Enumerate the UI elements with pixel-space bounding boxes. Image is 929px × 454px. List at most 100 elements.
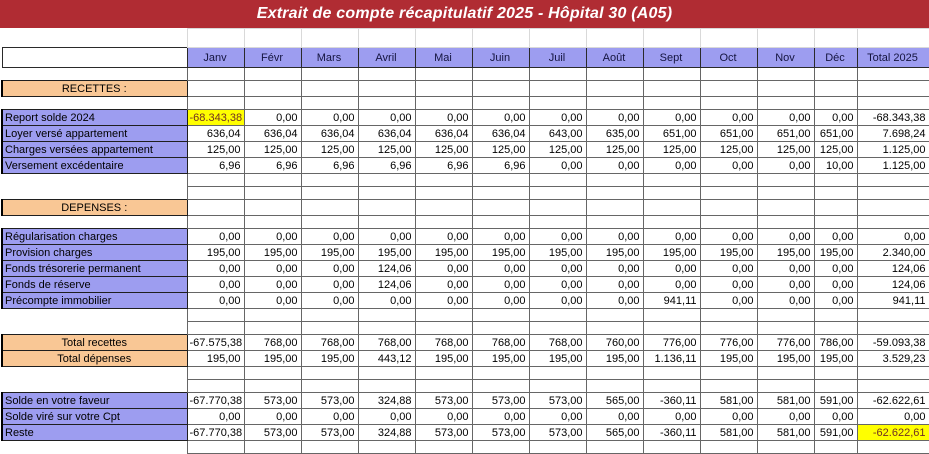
empty-cell[interactable] xyxy=(856,308,929,322)
empty-cell[interactable] xyxy=(471,67,530,81)
value-cell[interactable]: 0,00 xyxy=(243,260,302,277)
value-cell[interactable]: 573,00 xyxy=(414,424,473,441)
empty-cell[interactable] xyxy=(243,215,302,229)
empty-cell[interactable] xyxy=(243,321,302,335)
empty-cell[interactable] xyxy=(756,308,815,322)
value-cell[interactable]: 0,00 xyxy=(756,109,815,126)
empty-cell[interactable] xyxy=(642,440,701,454)
empty-cell[interactable] xyxy=(357,215,416,229)
empty-cell[interactable] xyxy=(642,379,701,393)
empty-cell[interactable] xyxy=(243,379,302,393)
empty-cell[interactable] xyxy=(585,321,644,335)
empty-cell[interactable] xyxy=(300,28,359,48)
value-cell[interactable]: 0,00 xyxy=(699,260,758,277)
value-cell[interactable]: 324,88 xyxy=(357,392,416,409)
value-cell[interactable]: 0,00 xyxy=(471,228,530,245)
value-cell[interactable]: -68.343,38 xyxy=(186,109,245,126)
value-cell[interactable]: 581,00 xyxy=(756,392,815,409)
empty-cell[interactable] xyxy=(756,186,815,200)
column-header-sept[interactable]: Sept xyxy=(642,47,701,68)
column-header-janv[interactable]: Janv xyxy=(186,47,245,68)
empty-cell[interactable] xyxy=(585,440,644,454)
value-cell[interactable]: 124,06 xyxy=(856,276,929,293)
empty-cell[interactable] xyxy=(642,173,701,187)
empty-cell[interactable] xyxy=(528,28,587,48)
value-cell[interactable]: 768,00 xyxy=(243,334,302,351)
value-cell[interactable]: 0,00 xyxy=(471,292,530,309)
empty-cell[interactable] xyxy=(813,308,858,322)
value-cell[interactable]: 0,00 xyxy=(186,292,245,309)
value-cell[interactable]: 0,00 xyxy=(528,157,587,174)
value-cell[interactable]: 1.125,00 xyxy=(856,157,929,174)
value-cell[interactable]: 0,00 xyxy=(756,228,815,245)
value-cell[interactable]: 0,00 xyxy=(414,292,473,309)
value-cell[interactable]: 195,00 xyxy=(300,350,359,367)
empty-cell[interactable] xyxy=(856,67,929,81)
value-cell[interactable]: 195,00 xyxy=(186,350,245,367)
empty-cell[interactable] xyxy=(699,215,758,229)
value-cell[interactable]: 0,00 xyxy=(585,260,644,277)
empty-cell[interactable] xyxy=(186,96,245,110)
value-cell[interactable]: 651,00 xyxy=(642,125,701,142)
value-cell[interactable]: 0,00 xyxy=(357,408,416,425)
empty-cell[interactable] xyxy=(699,199,758,216)
empty-cell[interactable] xyxy=(243,186,302,200)
row-label[interactable]: Précompte immobilier xyxy=(1,292,188,309)
empty-cell[interactable] xyxy=(186,366,245,380)
empty-cell[interactable] xyxy=(528,186,587,200)
value-cell[interactable]: 124,06 xyxy=(357,276,416,293)
value-cell[interactable]: -59.093,38 xyxy=(856,334,929,351)
empty-cell[interactable] xyxy=(756,96,815,110)
empty-cell[interactable] xyxy=(813,80,858,97)
value-cell[interactable]: 776,00 xyxy=(756,334,815,351)
empty-cell[interactable] xyxy=(471,215,530,229)
empty-cell[interactable] xyxy=(856,215,929,229)
total-row-label[interactable]: Total recettes xyxy=(1,334,188,351)
value-cell[interactable]: 324,88 xyxy=(357,424,416,441)
empty-cell[interactable] xyxy=(756,80,815,97)
empty-cell[interactable] xyxy=(756,28,815,48)
value-cell[interactable]: 0,00 xyxy=(699,228,758,245)
empty-cell[interactable] xyxy=(699,80,758,97)
value-cell[interactable]: 0,00 xyxy=(414,109,473,126)
empty-cell[interactable] xyxy=(756,321,815,335)
value-cell[interactable]: 0,00 xyxy=(642,276,701,293)
value-cell[interactable]: 0,00 xyxy=(300,276,359,293)
empty-cell[interactable] xyxy=(414,215,473,229)
row-label[interactable]: Solde en votre faveur xyxy=(1,392,188,409)
empty-cell[interactable] xyxy=(414,199,473,216)
value-cell[interactable]: 124,06 xyxy=(357,260,416,277)
column-header-total[interactable]: Total 2025 xyxy=(856,47,929,68)
value-cell[interactable]: 651,00 xyxy=(813,125,858,142)
value-cell[interactable]: 0,00 xyxy=(471,109,530,126)
value-cell[interactable]: 0,00 xyxy=(414,276,473,293)
value-cell[interactable]: 195,00 xyxy=(414,350,473,367)
value-cell[interactable]: 125,00 xyxy=(756,141,815,158)
empty-cell[interactable] xyxy=(813,173,858,187)
empty-cell[interactable] xyxy=(357,80,416,97)
value-cell[interactable]: 0,00 xyxy=(642,408,701,425)
empty-cell[interactable] xyxy=(642,67,701,81)
empty-cell[interactable] xyxy=(642,366,701,380)
empty-cell[interactable] xyxy=(856,440,929,454)
row-label[interactable]: Charges versées appartement xyxy=(1,141,188,158)
empty-cell[interactable] xyxy=(813,67,858,81)
value-cell[interactable]: 768,00 xyxy=(357,334,416,351)
row-label[interactable]: Reste xyxy=(1,424,188,441)
empty-cell[interactable] xyxy=(813,440,858,454)
section-label[interactable]: RECETTES : xyxy=(1,80,188,97)
value-cell[interactable]: 125,00 xyxy=(642,141,701,158)
empty-cell[interactable] xyxy=(856,199,929,216)
value-cell[interactable]: 941,11 xyxy=(856,292,929,309)
value-cell[interactable]: 581,00 xyxy=(699,424,758,441)
column-header-mai[interactable]: Mai xyxy=(414,47,473,68)
row-label[interactable]: Loyer versé appartement xyxy=(1,125,188,142)
value-cell[interactable]: 0,00 xyxy=(699,276,758,293)
value-cell[interactable]: 125,00 xyxy=(300,141,359,158)
empty-cell[interactable] xyxy=(471,28,530,48)
column-header-nov[interactable]: Nov xyxy=(756,47,815,68)
empty-cell[interactable] xyxy=(856,366,929,380)
empty-cell[interactable] xyxy=(813,28,858,48)
empty-cell[interactable] xyxy=(300,440,359,454)
value-cell[interactable]: -67.575,38 xyxy=(186,334,245,351)
